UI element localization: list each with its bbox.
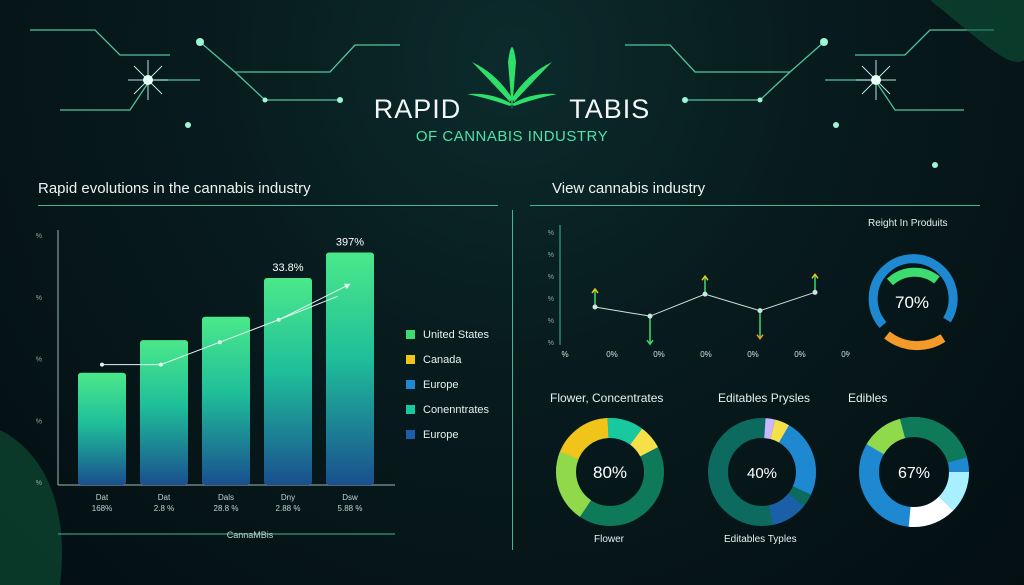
bar [140, 340, 188, 485]
legend-item: Europe [406, 372, 489, 397]
right-panel-divider [530, 205, 980, 206]
legend-label: Europe [423, 428, 459, 441]
line-point [812, 289, 818, 295]
line-y-tick-label: % [548, 296, 554, 303]
legend-label: United States [423, 328, 490, 341]
bar [326, 252, 374, 485]
x-tick-label: 5.88 % [338, 504, 363, 513]
line-x-tick-label: 0% [700, 350, 712, 359]
bar-data-label: 33.8% [272, 262, 303, 274]
line-y-tick-label: % [548, 252, 554, 259]
donut2-title: Editables Prysles [718, 391, 811, 405]
line-arrow-tip [756, 334, 764, 340]
donut-editables-label: Editables Typles [724, 534, 797, 545]
left-panel-title: Rapid evolutions in the cannabis industr… [38, 180, 311, 197]
bar-legend: United States Canada Europe Conenntrates… [406, 322, 489, 447]
x-tick-label: 28.8 % [214, 504, 239, 513]
gauge-title: Reight In Produits [868, 218, 948, 229]
trend-point [158, 362, 163, 367]
page-title: RAPID TABIS [0, 94, 1024, 125]
legend-label: Conenntrates [423, 403, 490, 416]
title-right: TABIS [569, 94, 651, 124]
gauge-chart: 70% [868, 254, 958, 351]
line-x-tick-label: 0% [606, 350, 618, 359]
page-subtitle: OF CANNABIS INDUSTRY [415, 128, 609, 145]
line-y-tick-label: % [548, 340, 554, 347]
title-left: RAPID [373, 94, 462, 124]
line-y-tick-label: % [548, 274, 554, 281]
line-arrow-tip [811, 273, 819, 279]
line-x-tick-label: 0% [747, 350, 759, 359]
line-point [647, 313, 653, 319]
line-x-tick-label: 0% [841, 350, 850, 359]
line-y-tick-label: % [548, 230, 554, 237]
bar [202, 316, 250, 485]
legend-swatch [406, 355, 415, 364]
trend-point [217, 340, 222, 345]
line-arrow-tip [591, 287, 599, 294]
donut-editables: 40% [708, 418, 816, 526]
x-tick-label: Dsw [342, 493, 358, 502]
legend-item: Conenntrates [406, 397, 489, 422]
line-point [757, 308, 763, 314]
x-tick-label: Dny [281, 493, 295, 502]
trend-arrow [278, 283, 351, 321]
y-tick-label: % [36, 480, 42, 487]
y-tick-label: % [36, 233, 42, 240]
line-arrow-tip [701, 274, 709, 281]
left-panel-divider [38, 205, 498, 206]
legend-swatch [406, 405, 415, 414]
legend-swatch [406, 380, 415, 389]
y-tick-label: % [36, 357, 42, 364]
panel-divider [512, 210, 513, 550]
donut-edibles: 67% [859, 417, 969, 527]
line-arrow-tip [646, 339, 654, 346]
y-tick-label: % [36, 295, 42, 302]
legend-label: Europe [423, 378, 459, 391]
bar-chart: 33.8% 397% %%%%% Dat 168% Dat 2.8 % Dals 28.8 … [36, 230, 395, 540]
gauge-arc-green [886, 267, 940, 286]
bar [78, 372, 126, 485]
line-x-tick-label: 0% [653, 350, 665, 359]
gauge-arc-orange [884, 331, 946, 351]
x-tick-label: 2.8 % [154, 504, 174, 513]
gauge-arc-blue [868, 254, 958, 328]
donut-flower-value: 80% [593, 463, 627, 482]
legend-item: United States [406, 322, 489, 347]
legend-label: Canada [423, 353, 462, 366]
donut-editables-value: 40% [747, 465, 777, 482]
line-point [592, 304, 598, 310]
donut-flower: 80% [556, 418, 664, 526]
legend-item: Canada [406, 347, 489, 372]
legend-swatch [406, 330, 415, 339]
trend-point [276, 317, 281, 322]
line-x-tick-label: 0% [794, 350, 806, 359]
legend-swatch [406, 430, 415, 439]
x-tick-label: Dat [158, 493, 171, 502]
line-chart: %%%%%% % 0% 0% 0% 0% 0% 0% [548, 225, 850, 359]
trend-point [100, 362, 104, 367]
donut-flower-label: Flower [594, 534, 625, 545]
donut3-title: Edibles [848, 391, 888, 405]
x-tick-label: 168% [92, 504, 112, 513]
y-tick-label: % [36, 418, 42, 425]
legend-item: Europe [406, 422, 489, 447]
line-y-tick-label: % [548, 318, 554, 325]
cannabis-leaf-icon [467, 47, 557, 110]
donut1-title: Flower, Concentrates [550, 391, 664, 405]
x-tick-label: Dals [218, 493, 234, 502]
donut-edibles-value: 67% [898, 465, 930, 482]
right-panel-title: View cannabis industry [552, 180, 706, 197]
bar-chart-xlabel: CannaMBis [227, 530, 274, 540]
bar [264, 277, 312, 485]
x-tick-label: 2.88 % [276, 504, 301, 513]
x-tick-label: Dat [96, 493, 109, 502]
gauge-value: 70% [895, 293, 929, 312]
line-point [702, 291, 708, 297]
bar-data-label: 397% [336, 236, 364, 248]
line-x-tick-label: % [561, 350, 568, 359]
